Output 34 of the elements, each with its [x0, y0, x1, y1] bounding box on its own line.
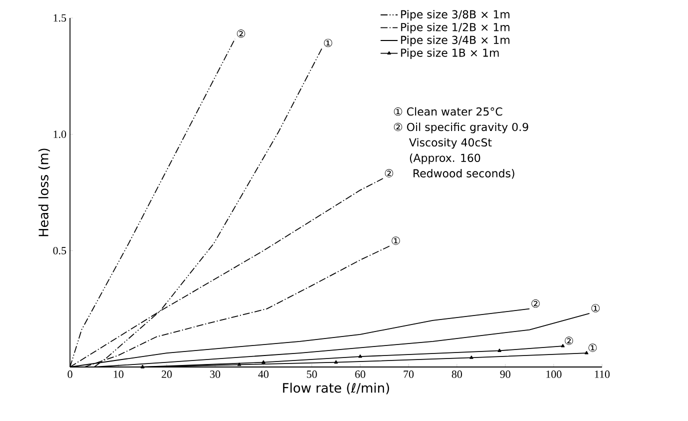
y-axis-title: Head loss (m)	[38, 148, 50, 236]
annotation: (Approx. 160	[410, 154, 480, 164]
x-tick-label: 10	[114, 370, 124, 378]
annotation: ②	[564, 336, 574, 345]
legend-label: Pipe size 3/8B × 1m	[401, 10, 510, 21]
x-tick-label: 90	[500, 370, 510, 378]
annotation: ①	[392, 236, 400, 245]
y-tick-label: 1.0	[54, 130, 66, 138]
annotation: ②	[384, 169, 394, 178]
annotation: ① Clean water 25°C	[394, 107, 502, 116]
x-tick-label: 40	[258, 370, 269, 378]
annotation: Redwood seconds)	[414, 168, 514, 179]
annotation: ①	[324, 38, 332, 48]
x-tick-label: 80	[452, 370, 462, 378]
x-tick-label: 110	[594, 370, 610, 378]
x-tick-label: 100	[546, 370, 562, 378]
legend-label: Pipe size 1/2B × 1m	[401, 22, 510, 34]
annotation: ①	[591, 304, 600, 312]
x-tick-label: 0	[68, 370, 72, 378]
legend-label: Pipe size 3/4B × 1m	[401, 36, 510, 46]
annotation: ①	[588, 344, 597, 352]
legend-label: Pipe size 1B × 1m	[401, 48, 499, 59]
annotation: Viscosity 40cSt	[409, 138, 492, 149]
x-tick-label: 30	[210, 370, 220, 378]
x-tick-label: 60	[355, 370, 366, 378]
x-axis-title: Flow rate (ℓ/min)	[283, 382, 390, 394]
annotation: ② Oil specific gravity 0.9	[394, 122, 528, 134]
y-tick-label: 0.5	[53, 246, 66, 254]
y-tick-label: 1.5	[54, 14, 66, 22]
x-tick-label: 50	[306, 370, 317, 378]
x-tick-label: 70	[404, 370, 414, 378]
annotation: ②	[531, 299, 540, 308]
annotation: ②	[236, 30, 246, 38]
x-tick-label: 20	[162, 370, 172, 378]
